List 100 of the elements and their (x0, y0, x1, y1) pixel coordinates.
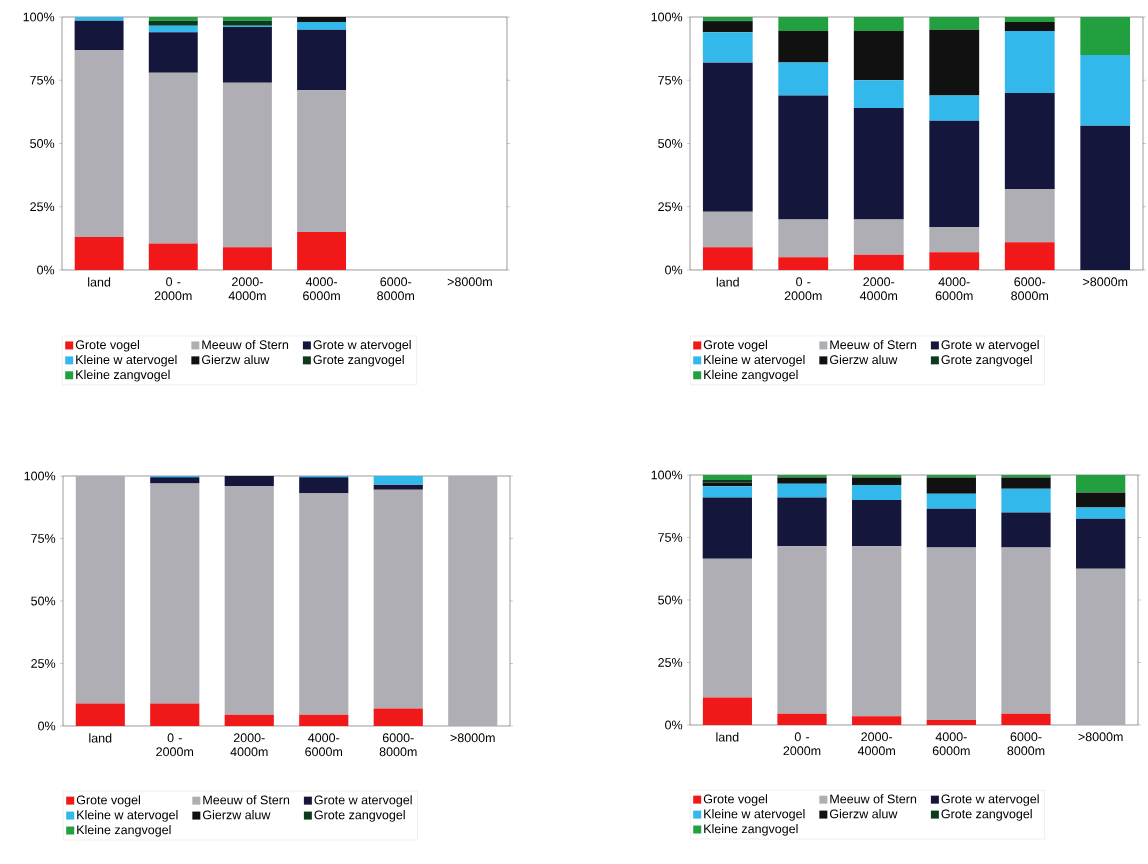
legend-label: Grote w atervogel (313, 339, 411, 352)
legend-label: Kleine zangvogel (704, 824, 798, 836)
legend-label: Grote zangvogel (941, 354, 1032, 367)
legend-label: Grote zangvogel (313, 354, 404, 367)
bar (224, 714, 274, 726)
bar (150, 483, 200, 704)
bar (75, 703, 125, 726)
bar (373, 489, 423, 709)
y-tick-label: 50% (658, 595, 683, 605)
x-tick-label: 0 - 2000m (156, 733, 194, 757)
bar (448, 475, 498, 726)
bar (224, 475, 274, 486)
legend-label: Grote zangvogel (941, 809, 1032, 821)
bar (224, 485, 274, 715)
bar (1004, 92, 1055, 190)
bar (74, 237, 124, 270)
legend-label: Meeuw of Stern (203, 795, 290, 805)
legend-label: Kleine zangvogel (76, 369, 170, 382)
bar (852, 477, 902, 485)
bar (1004, 16, 1055, 23)
y-tick-label: 0% (38, 721, 56, 731)
y-tick-label: 25% (658, 202, 683, 212)
bar (852, 546, 902, 717)
x-tick-label: 2000-4000m (228, 277, 266, 301)
legend-label: Grote vogel (75, 339, 139, 352)
bar (926, 493, 976, 509)
bar (150, 703, 200, 726)
bar (1076, 474, 1126, 493)
bar (222, 82, 272, 248)
legend-label: Kleine zangvogel (704, 369, 798, 382)
bar (853, 219, 904, 255)
bar (702, 482, 752, 487)
bar (297, 90, 347, 233)
bar (929, 16, 980, 30)
x-tick-label: land (88, 277, 111, 287)
y-tick-label: 0% (665, 265, 683, 275)
bar (778, 257, 829, 270)
bar (1001, 713, 1051, 725)
x-tick-label: 4000-6000m (305, 733, 343, 757)
bar (148, 72, 198, 244)
bar (929, 226, 980, 253)
bar (74, 16, 124, 21)
y-tick-label: 25% (658, 658, 683, 667)
bar (777, 497, 827, 547)
bar (926, 508, 976, 548)
bar (148, 25, 198, 33)
y-tick-label: 50% (658, 139, 683, 148)
x-tick-label: land (716, 277, 739, 287)
legend-label: Grote vogel (76, 795, 140, 807)
bar (1076, 518, 1126, 569)
bar (148, 32, 198, 73)
bar (75, 475, 125, 704)
bar (929, 95, 980, 121)
bar (1001, 547, 1051, 714)
bar (1080, 125, 1131, 270)
legend-label: Grote vogel (703, 794, 767, 806)
legend-label: Gierzw aluw (201, 354, 270, 365)
y-tick-label: 0% (665, 720, 683, 730)
bar (852, 716, 902, 725)
bar (1004, 242, 1055, 270)
x-tick-label: 2000-4000m (857, 732, 895, 756)
bar (852, 484, 902, 500)
legend-label: Grote w atervogel (314, 795, 412, 807)
bar (702, 474, 752, 480)
bar (853, 254, 904, 270)
bar (778, 219, 829, 258)
bar (702, 497, 752, 559)
bar (702, 16, 753, 21)
bar (778, 16, 829, 31)
bar (222, 247, 272, 270)
bar (702, 486, 752, 498)
bar (299, 714, 349, 726)
y-tick-label: 0% (37, 265, 55, 275)
y-tick-label: 100% (24, 471, 56, 481)
bar (853, 30, 904, 81)
y-tick-label: 100% (651, 12, 683, 22)
bar (222, 20, 272, 26)
legend-label: Kleine zangvogel (77, 825, 171, 837)
bar (299, 493, 349, 715)
y-tick-label: 25% (31, 659, 56, 668)
y-tick-label: 50% (31, 596, 56, 606)
x-tick-label: 4000-6000m (935, 277, 973, 301)
bar (777, 483, 827, 498)
bar (926, 547, 976, 720)
bar (297, 22, 347, 30)
bar (853, 80, 904, 109)
x-tick-label: 4000-6000m (303, 277, 340, 301)
bar (926, 477, 976, 494)
bar (702, 247, 753, 270)
bar (74, 49, 124, 238)
bar (1004, 189, 1055, 243)
bar (702, 211, 753, 248)
bar (929, 252, 980, 270)
x-tick-label: >8000m (1083, 277, 1128, 287)
x-tick-label: >8000m (1078, 732, 1123, 742)
legend-label: Gierzw aluw (202, 810, 271, 820)
legend-label: Gierzw aluw (829, 809, 898, 819)
bar (222, 16, 272, 21)
bar (74, 20, 124, 50)
bar (702, 62, 753, 212)
